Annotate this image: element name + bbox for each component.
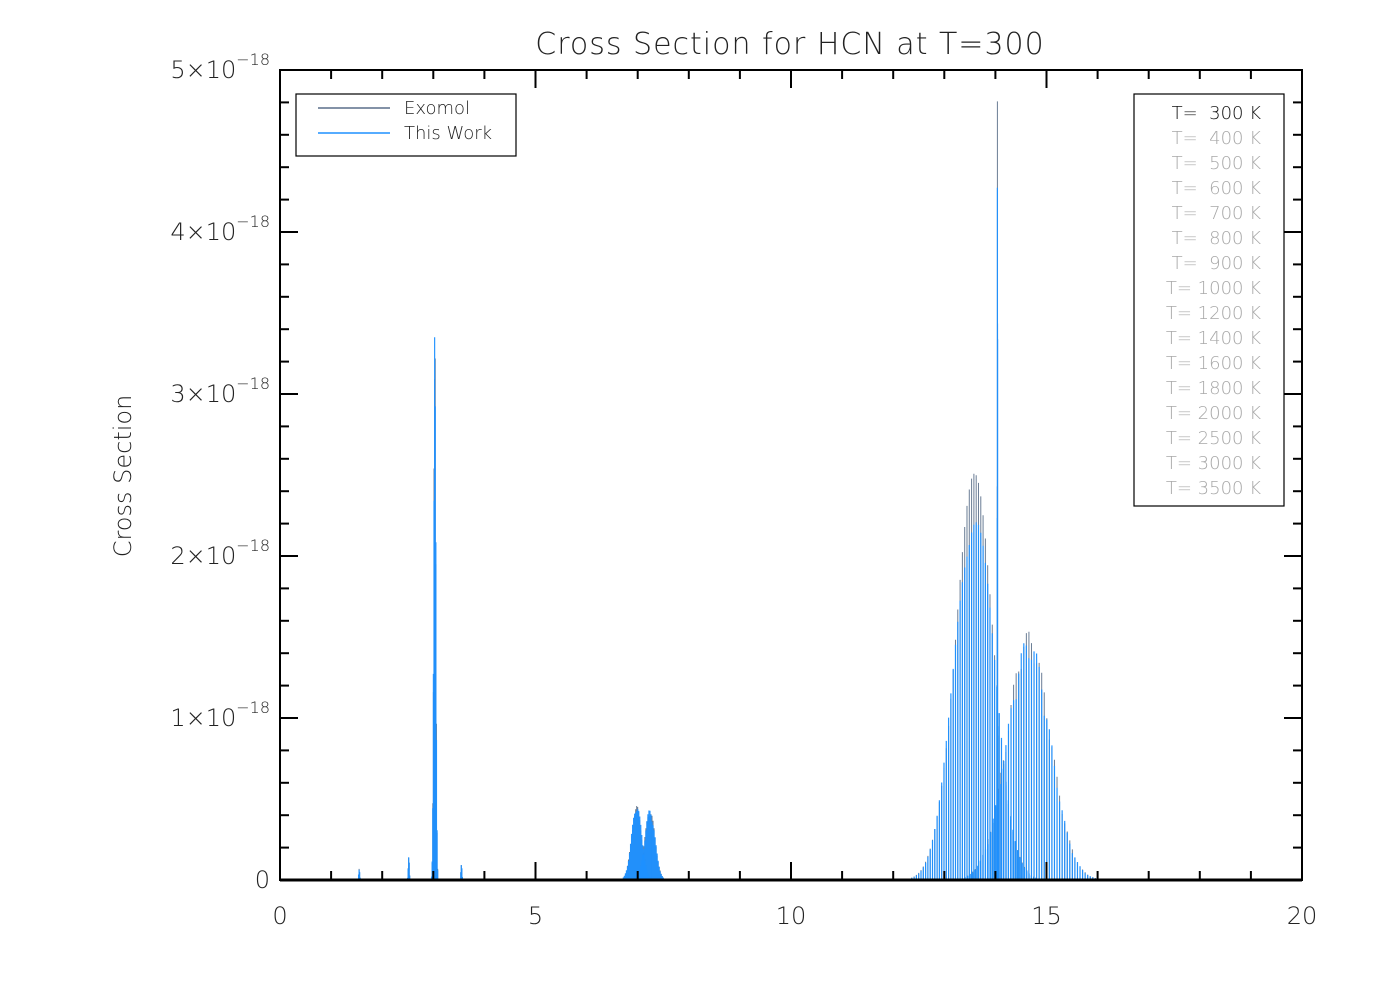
temperature-label: T= 1400 K xyxy=(1166,328,1261,349)
temperature-label: T= 500 K xyxy=(1172,153,1262,174)
temperature-label: T= 600 K xyxy=(1172,178,1262,199)
y-tick-label: 5×10−18 xyxy=(170,50,270,84)
temperature-label: T= 1800 K xyxy=(1166,378,1261,399)
x-axis-ticks: 0 5 10 15 20 xyxy=(272,70,1317,930)
x-tick-label: 5 xyxy=(528,902,543,930)
temperature-label: T= 2500 K xyxy=(1166,428,1261,449)
y-tick-label: 0 xyxy=(255,866,270,894)
legend-label: This Work xyxy=(404,123,492,144)
series-legend: Exomol This Work xyxy=(295,93,517,157)
x-tick-label: 0 xyxy=(272,902,287,930)
temperature-label: T= 2000 K xyxy=(1166,403,1261,424)
legend-box xyxy=(295,93,517,157)
y-tick-label: 4×10−18 xyxy=(170,212,270,246)
x-tick-label: 20 xyxy=(1287,902,1318,930)
x-tick-label: 10 xyxy=(776,902,807,930)
temperature-label: T= 400 K xyxy=(1172,128,1262,149)
legend-label: Exomol xyxy=(404,98,470,119)
temperature-label: T= 3500 K xyxy=(1166,478,1261,499)
band-4 xyxy=(996,187,999,880)
temperature-label: T= 900 K xyxy=(1172,253,1262,274)
y-axis-ticks: 0 1×10−18 2×10−18 3×10−18 4×10−18 5×10−18 xyxy=(170,50,1302,894)
band-7 xyxy=(406,857,411,880)
band-6 xyxy=(356,869,362,880)
band-3 xyxy=(911,522,1037,880)
temperature-legend-box xyxy=(1133,93,1285,507)
x-tick-label: 15 xyxy=(1031,902,1062,930)
temperature-label: T= 300 K xyxy=(1172,103,1262,124)
band-8 xyxy=(459,865,464,880)
temperature-label: T= 1600 K xyxy=(1166,353,1261,374)
temperature-label: T= 1200 K xyxy=(1166,303,1261,324)
y-tick-label: 3×10−18 xyxy=(170,374,270,408)
chart-title: Cross Section for HCN at T=300 xyxy=(535,27,1044,62)
y-tick-label: 2×10−18 xyxy=(170,536,270,570)
temperature-label: T= 1000 K xyxy=(1166,278,1261,299)
temperature-label: T= 800 K xyxy=(1172,228,1262,249)
temperature-label: T= 700 K xyxy=(1172,203,1262,224)
band-0 xyxy=(430,337,439,880)
temperature-label: T= 3000 K xyxy=(1166,453,1261,474)
temperature-legend: T= 300 K T= 400 K T= 500 K T= 600 K T= 700 K… xyxy=(1133,93,1285,507)
y-axis-label: Cross Section xyxy=(109,395,137,558)
y-tick-label: 1×10−18 xyxy=(170,698,270,732)
